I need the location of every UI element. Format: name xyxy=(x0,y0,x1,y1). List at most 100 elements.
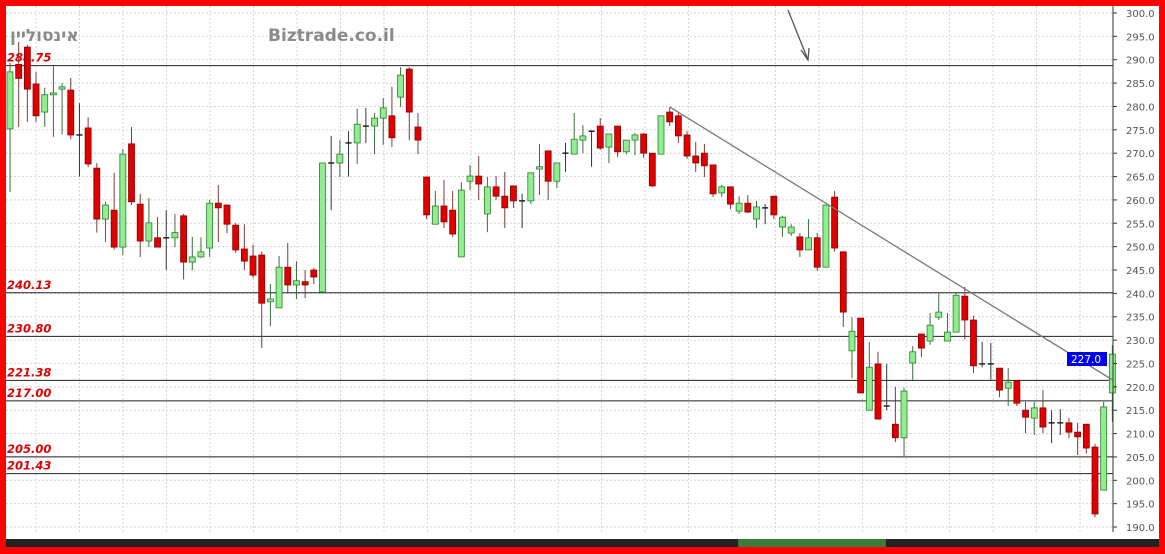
candle xyxy=(553,162,561,188)
candle xyxy=(197,237,205,258)
candle-body xyxy=(258,254,266,304)
candle xyxy=(935,292,943,321)
candle-body xyxy=(779,216,786,228)
candle-body xyxy=(249,255,257,276)
candle xyxy=(397,67,405,107)
candle xyxy=(15,41,23,128)
candle xyxy=(336,140,344,178)
candle xyxy=(188,236,196,271)
candle-body xyxy=(570,138,578,155)
candle xyxy=(84,117,92,168)
candle-body xyxy=(136,203,144,242)
candle xyxy=(657,115,665,155)
candle xyxy=(223,204,231,234)
candle-body xyxy=(414,126,422,141)
candle xyxy=(1065,418,1073,439)
candle-body xyxy=(319,162,326,293)
candle-body xyxy=(145,222,153,242)
candle xyxy=(1004,368,1012,406)
annotation-arrow xyxy=(787,9,809,61)
candle xyxy=(136,193,144,257)
candle-body xyxy=(6,71,14,130)
candle xyxy=(544,150,552,200)
candle xyxy=(718,184,726,198)
candle-body xyxy=(310,269,318,278)
candle xyxy=(796,233,804,257)
candle-body xyxy=(293,280,300,286)
candle xyxy=(32,71,40,122)
candle-body xyxy=(431,205,439,225)
candle-body xyxy=(466,175,474,182)
candle xyxy=(214,184,222,242)
candle-body xyxy=(1065,422,1073,433)
candle-body xyxy=(41,94,49,113)
annotation-arrow-head xyxy=(800,47,810,62)
y-tick-label: 255.0 xyxy=(1126,219,1155,230)
candle-body xyxy=(805,237,812,251)
candle-body xyxy=(544,150,552,182)
candle-body xyxy=(266,298,274,303)
candle xyxy=(1022,401,1029,434)
candle xyxy=(865,341,873,411)
candle-body xyxy=(102,204,109,220)
candle-body xyxy=(154,237,161,248)
candle xyxy=(414,113,422,155)
candle xyxy=(379,98,387,145)
candle-body xyxy=(631,134,639,141)
candle-body xyxy=(240,248,248,262)
candle xyxy=(371,113,378,155)
candle xyxy=(492,176,500,200)
candle-body xyxy=(1074,431,1082,438)
candle xyxy=(119,148,127,256)
candle xyxy=(466,164,474,191)
candle-body xyxy=(874,363,882,420)
candle-body xyxy=(67,89,75,136)
candle xyxy=(423,176,431,220)
candle-body xyxy=(622,139,630,153)
candle xyxy=(779,215,786,237)
candle-body xyxy=(457,189,465,258)
candle-body xyxy=(909,351,917,364)
candle xyxy=(883,363,890,411)
y-tick-label: 220.0 xyxy=(1126,383,1155,394)
candle xyxy=(692,141,700,172)
price-tag-box xyxy=(1067,352,1107,366)
candle-body xyxy=(188,256,196,263)
y-tick-label: 210.0 xyxy=(1126,430,1155,441)
candle xyxy=(50,64,57,137)
candle-body xyxy=(284,266,292,286)
candle xyxy=(128,127,135,206)
candle xyxy=(275,255,283,309)
candle xyxy=(6,63,14,192)
candle-body xyxy=(1004,381,1012,389)
candle-body xyxy=(171,232,179,239)
candle-body xyxy=(536,166,543,170)
y-tick-label: 285.0 xyxy=(1126,79,1155,90)
candle xyxy=(362,107,369,143)
candle-body xyxy=(970,319,977,367)
candle xyxy=(145,198,153,248)
candle-body xyxy=(119,153,127,248)
candle xyxy=(831,191,838,252)
date-strip xyxy=(6,539,1159,547)
candle xyxy=(839,251,847,328)
y-axis-ticks: 300.0 295.0 290.0 285.0 280.0 275.0 270.0 265.0… xyxy=(1113,9,1155,534)
candle xyxy=(648,152,656,187)
candle xyxy=(770,195,778,220)
candle xyxy=(501,171,509,228)
price-tag: 227.0 xyxy=(1071,354,1101,366)
candle xyxy=(232,222,240,254)
candle-body xyxy=(483,186,491,215)
candle xyxy=(93,163,101,233)
candle xyxy=(388,86,396,148)
candle xyxy=(1082,423,1090,454)
y-tick-label: 280.0 xyxy=(1126,102,1155,113)
candle-body xyxy=(388,115,396,139)
candle-body xyxy=(744,202,752,213)
candle xyxy=(979,341,986,368)
candle xyxy=(674,113,682,143)
candle-body xyxy=(1082,423,1090,449)
candle xyxy=(562,142,569,172)
candle xyxy=(240,224,248,271)
y-tick-label: 300.0 xyxy=(1126,9,1155,20)
